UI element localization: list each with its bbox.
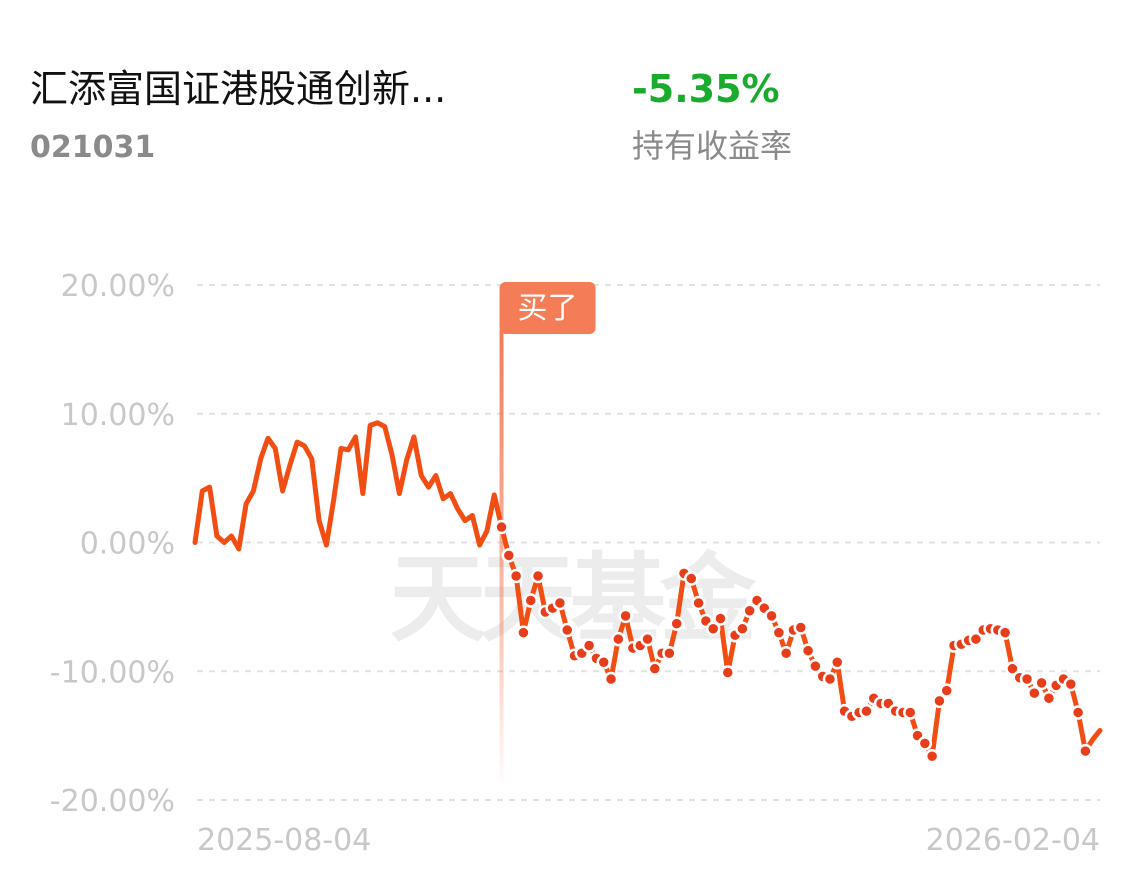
point (684, 571, 699, 586)
point (516, 625, 531, 640)
point (618, 608, 633, 624)
y-tick-label: -10.00% (50, 655, 175, 690)
point (800, 643, 816, 658)
point (1034, 675, 1049, 691)
point (705, 621, 721, 637)
point (932, 693, 947, 709)
y-tick-label: -20.00% (50, 784, 175, 819)
point (939, 683, 954, 698)
fund-title: 汇添富国证港股通创新... (30, 67, 446, 111)
x-tick-label: 2026-02-04 (926, 823, 1100, 858)
point (508, 568, 524, 584)
point (917, 736, 933, 751)
buy-line (499, 330, 504, 790)
x-tick-label: 2025-08-04 (197, 823, 371, 858)
point (968, 631, 984, 647)
point (596, 654, 611, 670)
point (501, 548, 517, 563)
point (713, 611, 728, 626)
holding-return: -5.35% (632, 67, 780, 111)
y-tick-label: 10.00% (61, 398, 175, 433)
fund-code: 021031 (30, 130, 155, 165)
point (808, 658, 823, 674)
point (1005, 661, 1020, 676)
point (552, 595, 568, 611)
point (830, 654, 845, 670)
point (691, 595, 706, 611)
point (1041, 691, 1057, 706)
point (771, 625, 787, 640)
point (647, 661, 663, 676)
point (778, 645, 794, 661)
point (640, 631, 655, 647)
point (720, 665, 736, 680)
point (859, 703, 874, 719)
point (822, 671, 838, 687)
point (1078, 743, 1093, 759)
buy-label-bg (499, 282, 596, 334)
y-tick-label: 20.00% (61, 269, 175, 304)
point (742, 603, 757, 618)
point (1027, 685, 1042, 701)
point (1070, 705, 1086, 720)
point (1063, 676, 1079, 692)
point (735, 621, 750, 637)
holding-return-label: 持有收益率 (632, 127, 792, 165)
point (581, 638, 597, 653)
point (793, 620, 809, 635)
point (997, 625, 1013, 640)
point (902, 705, 918, 720)
point (662, 645, 677, 661)
point (764, 608, 779, 624)
point (523, 593, 538, 608)
point (924, 748, 940, 764)
point (494, 519, 509, 535)
point (1019, 671, 1035, 687)
point (559, 622, 575, 638)
y-tick-label: 0.00% (80, 527, 175, 562)
point (530, 568, 546, 584)
point (669, 616, 684, 631)
point (603, 671, 619, 687)
point (611, 631, 626, 647)
buy-label: 买了 (518, 291, 578, 326)
